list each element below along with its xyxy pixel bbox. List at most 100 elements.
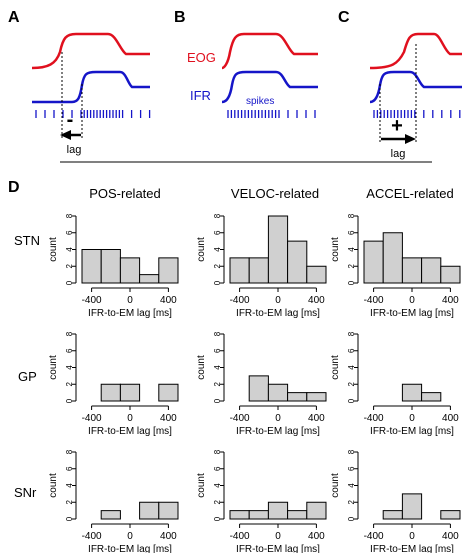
x-tick-label: 400	[442, 295, 459, 306]
eog-trace-c	[369, 32, 462, 70]
y-tick-label: 6	[213, 230, 222, 235]
x-axis-label: IFR-to-EM lag [ms]	[370, 308, 454, 319]
eog-trace-b	[221, 32, 318, 70]
ifr-trace-a	[32, 70, 150, 104]
histogram-bar	[81, 249, 102, 284]
y-tick-label: 6	[65, 348, 74, 353]
histogram-gp-accel: 0 2 4 6 8 count -400 0 400 IFR-to-EM lag [ms]	[330, 331, 459, 437]
y-tick-label: 4	[65, 483, 74, 488]
y-tick-label: 6	[347, 230, 356, 235]
lag-arrowhead-c	[405, 134, 416, 144]
y-tick-label: 0	[347, 398, 356, 403]
y-tick-label: 4	[213, 483, 222, 488]
y-tick-label: 8	[347, 331, 356, 336]
y-axis-label: count	[48, 237, 59, 262]
histogram-bar	[363, 240, 384, 284]
y-tick-label: 4	[65, 365, 74, 370]
y-tick-label: 6	[65, 466, 74, 471]
histogram-bar	[401, 257, 423, 284]
histogram-bar	[158, 501, 179, 520]
y-tick-label: 4	[347, 365, 356, 370]
column-header-pos: POS-related	[89, 186, 161, 201]
lag-sign-a: -	[67, 109, 74, 131]
y-tick-label: 8	[213, 449, 222, 454]
y-tick-label: 4	[347, 483, 356, 488]
y-tick-label: 0	[65, 516, 74, 521]
histogram-gp-veloc: 0 2 4 6 8 count -400 0 400 IFR-to-EM lag [ms]	[196, 331, 327, 437]
x-axis-label: IFR-to-EM lag [ms]	[236, 544, 320, 553]
x-tick-label: 0	[127, 413, 133, 424]
x-tick-label: 0	[275, 531, 281, 542]
x-tick-label: -400	[82, 531, 102, 542]
eog-trace-a	[31, 32, 150, 70]
histogram-bar	[421, 257, 442, 284]
spikes-label: spikes	[246, 96, 274, 107]
histogram-bar	[401, 493, 423, 520]
histogram-snr-veloc: 0 2 4 6 8 count -400 0 400 IFR-to-EM lag [ms]	[196, 449, 327, 553]
histogram-bar	[119, 257, 141, 284]
x-tick-label: -400	[230, 413, 250, 424]
y-axis-label: count	[48, 355, 59, 380]
histogram-bar	[382, 232, 403, 284]
y-tick-label: 2	[65, 263, 74, 268]
histogram-bar	[306, 501, 327, 520]
y-axis-label: count	[330, 355, 341, 380]
x-tick-label: 400	[308, 295, 325, 306]
histogram-bar	[306, 265, 327, 284]
panel-label-d: D	[8, 179, 20, 196]
y-tick-label: 2	[347, 499, 356, 504]
histogram-bar	[287, 240, 308, 284]
y-tick-label: 8	[213, 331, 222, 336]
y-axis-label: count	[330, 473, 341, 498]
panel-c-schematic: + lag	[369, 32, 462, 160]
histogram-bar	[119, 383, 141, 402]
y-tick-label: 2	[213, 263, 222, 268]
y-tick-label: 2	[65, 381, 74, 386]
y-tick-label: 8	[65, 449, 74, 454]
histogram-bar	[100, 383, 121, 402]
ifr-label: IFR	[190, 88, 211, 103]
histogram-stn-accel: 0 2 4 6 8 count -400 0 400 IFR-to-EM lag [ms]	[330, 213, 461, 319]
x-tick-label: 0	[127, 295, 133, 306]
x-tick-label: 0	[127, 531, 133, 542]
lag-arrowhead-a	[60, 130, 71, 140]
y-tick-label: 0	[65, 280, 74, 285]
y-tick-label: 2	[347, 263, 356, 268]
x-tick-label: -400	[364, 531, 384, 542]
lag-sign-c: +	[391, 115, 403, 137]
histogram-bar	[229, 510, 250, 520]
ifr-trace-b	[221, 70, 318, 104]
y-axis-label: count	[196, 355, 207, 380]
histogram-bar	[229, 257, 250, 284]
histogram-bar	[440, 265, 461, 284]
y-tick-label: 0	[213, 280, 222, 285]
panel-a-schematic: - lag	[31, 32, 151, 156]
y-axis-label: count	[330, 237, 341, 262]
histogram-bar	[158, 383, 179, 402]
histogram-stn-veloc: 0 2 4 6 8 count -400 0 400 IFR-to-EM lag [ms]	[196, 213, 327, 319]
histogram-snr-accel: 0 2 4 6 8 count -400 0 400 IFR-to-EM lag [ms]	[330, 449, 461, 553]
x-axis-label: IFR-to-EM lag [ms]	[370, 544, 454, 553]
x-tick-label: 400	[442, 531, 459, 542]
x-tick-label: -400	[230, 295, 250, 306]
y-tick-label: 4	[65, 247, 74, 252]
row-label-snr: SNr	[14, 485, 37, 500]
histogram-bar	[100, 249, 121, 284]
y-axis-label: count	[196, 473, 207, 498]
spike-train-b	[227, 110, 316, 118]
y-tick-label: 4	[347, 247, 356, 252]
y-tick-label: 6	[347, 348, 356, 353]
histogram-bar	[421, 392, 442, 402]
y-axis-label: count	[196, 237, 207, 262]
histogram-bar	[248, 375, 269, 402]
x-axis-label: IFR-to-EM lag [ms]	[236, 426, 320, 437]
x-axis-label: IFR-to-EM lag [ms]	[236, 308, 320, 319]
row-label-stn: STN	[14, 233, 40, 248]
panel-label-b: B	[174, 9, 186, 26]
y-tick-label: 8	[347, 213, 356, 218]
x-tick-label: -400	[82, 413, 102, 424]
x-tick-label: -400	[82, 295, 102, 306]
x-tick-label: 400	[308, 531, 325, 542]
spike-train-a	[35, 110, 151, 118]
